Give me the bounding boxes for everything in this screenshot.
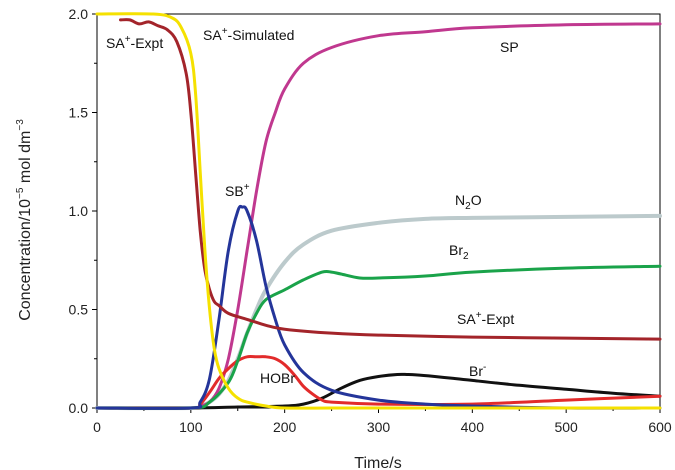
x-axis-title: Time/s (354, 455, 401, 470)
series-layer (95, 12, 662, 411)
x-tick-label: 200 (273, 419, 297, 435)
y-axis-title: Concentration/10−5 mol dm−3 (15, 119, 34, 321)
series-label-sb: SB+ (225, 182, 250, 199)
series-line-br2 (95, 264, 662, 410)
series-line-sbplus (95, 204, 662, 410)
x-tick-label: 300 (367, 419, 391, 435)
series-label-brm: Br- (469, 362, 486, 379)
x-tick-label: 400 (461, 419, 485, 435)
y-tick-label: 2.0 (69, 6, 89, 22)
series-labels: SA+-Expt SA+-Simulated SP SB+ N2O Br2 SA+-Expt… (106, 26, 519, 386)
y-tick-label: 1.5 (69, 105, 89, 121)
series-label-sa-expt-left: SA+-Expt (106, 34, 163, 51)
series-label-sa-expt-right: SA+-Expt (457, 310, 514, 327)
y-axis-ticks: 0.0 0.5 1.0 1.5 2.0 (69, 6, 97, 416)
series-line-hobr (95, 354, 662, 410)
series-label-hobr: HOBr (260, 370, 295, 386)
x-tick-label: 500 (554, 419, 578, 435)
y-tick-label: 0.0 (69, 400, 89, 416)
series-line-saplus-simulated (95, 12, 662, 410)
y-tick-label: 1.0 (69, 203, 89, 219)
series-label-br2: Br2 (449, 242, 469, 262)
x-tick-label: 0 (93, 419, 101, 435)
x-tick-label: 600 (648, 419, 672, 435)
y-tick-label: 0.5 (69, 302, 89, 318)
series-line-n2o (95, 213, 662, 411)
series-label-n2o: N2O (455, 192, 482, 212)
x-axis-ticks: 0 100 200 300 400 500 600 (93, 408, 672, 435)
plot-frame (96, 13, 661, 409)
series-label-sp: SP (500, 39, 519, 55)
plot-border (96, 13, 661, 409)
x-tick-label: 100 (179, 419, 203, 435)
series-label-sa-sim: SA+-Simulated (203, 26, 294, 43)
series-line-br- (95, 372, 662, 410)
